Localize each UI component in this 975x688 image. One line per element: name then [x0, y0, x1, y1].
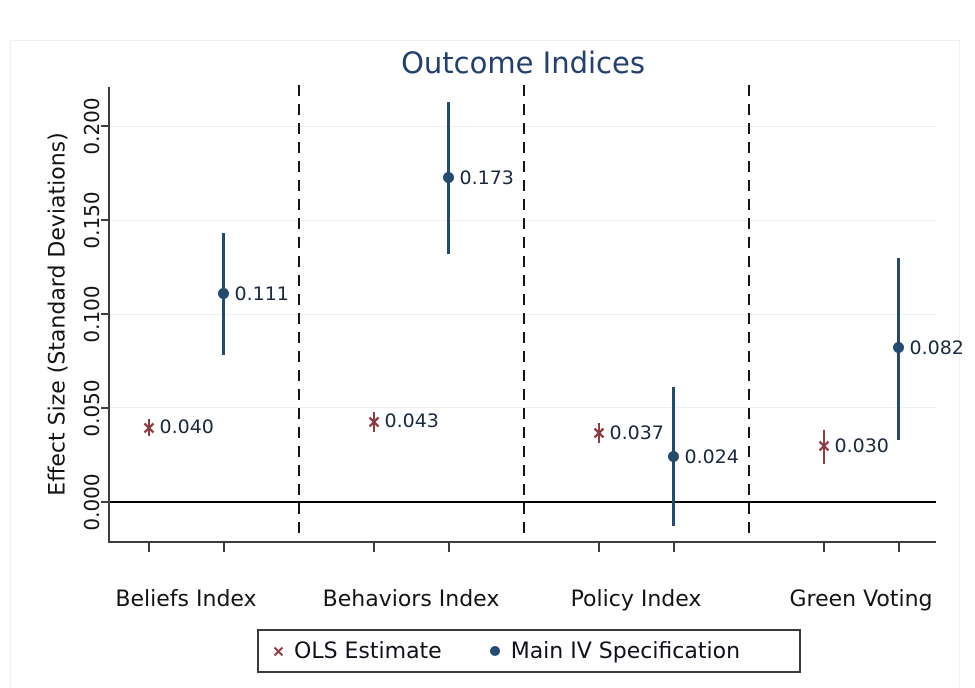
category-label: Policy Index [570, 587, 702, 612]
category-label: Green Voting [789, 587, 933, 612]
category-label: Beliefs Index [115, 587, 257, 612]
value-label: 0.111 [234, 282, 289, 305]
value-label: 0.024 [684, 446, 739, 469]
group-separator [297, 85, 300, 541]
y-tick [101, 406, 108, 409]
legend-label: Main IV Specification [510, 638, 741, 664]
legend-item: OLS Estimate [271, 639, 442, 664]
value-label: 0.043 [384, 410, 439, 433]
x-tick [672, 541, 675, 552]
x-marker-icon [592, 425, 606, 444]
legend-label: OLS Estimate [294, 638, 442, 664]
x-marker-icon [367, 414, 381, 433]
y-tick-label: 0.050 [80, 379, 104, 437]
y-tick [101, 500, 108, 503]
value-label: 0.037 [609, 421, 664, 444]
x-tick [597, 541, 600, 552]
y-tick [101, 313, 108, 315]
x-marker-icon [142, 420, 156, 439]
value-label: 0.040 [159, 416, 214, 439]
y-axis-title: Effect Size (Standard Deviations) [45, 132, 71, 496]
dot-marker-icon [893, 342, 904, 354]
y-tick-label: 0.150 [80, 191, 104, 249]
chart-title: Outcome Indices [401, 46, 645, 80]
x-tick [447, 541, 450, 552]
legend-dot-marker-icon [488, 646, 502, 656]
value-label: 0.173 [459, 166, 514, 189]
value-label: 0.030 [834, 434, 889, 457]
x-tick [822, 541, 825, 552]
dot-marker-icon [443, 171, 454, 183]
y-tick-label: 0.100 [80, 285, 104, 343]
x-axis-line [108, 541, 936, 543]
zero-line [110, 500, 936, 503]
x-marker-icon [817, 438, 831, 457]
x-tick [897, 541, 900, 552]
y-axis-line [108, 87, 110, 541]
legend-x-marker-icon [271, 646, 285, 657]
y-tick [101, 219, 108, 222]
dot-marker-icon [218, 287, 229, 299]
x-tick [372, 541, 375, 552]
category-label: Behaviors Index [322, 587, 500, 612]
group-separator [522, 85, 525, 541]
y-tick-label: 0.000 [80, 472, 104, 531]
legend-item: Main IV Specification [488, 639, 740, 664]
legend: OLS Estimate Main IV Specification [257, 629, 801, 673]
dot-marker-icon [668, 451, 679, 463]
y-tick-label: 0.200 [80, 97, 104, 156]
y-tick [101, 125, 108, 128]
x-tick [222, 541, 225, 552]
x-tick [147, 541, 150, 552]
value-label: 0.082 [909, 337, 964, 360]
group-separator [747, 85, 750, 541]
